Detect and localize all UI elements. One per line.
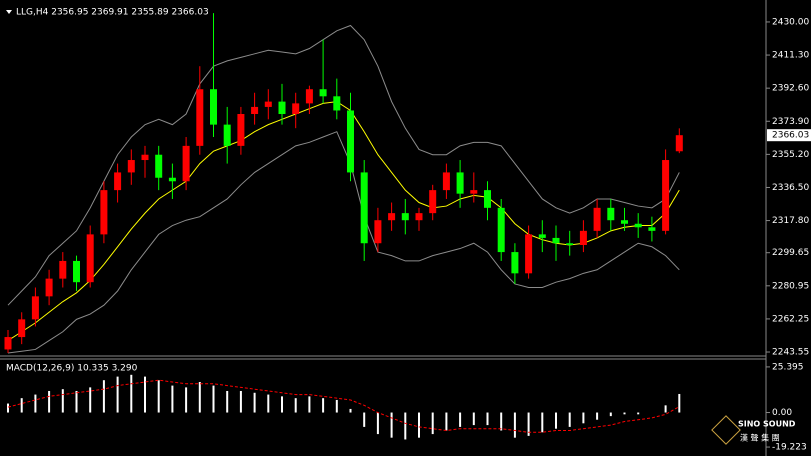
y-tick-label: 2373.90 — [772, 117, 809, 127]
candle-body — [333, 96, 341, 111]
candle-body — [319, 89, 327, 97]
candle-body — [484, 190, 491, 208]
candle-body — [168, 177, 176, 182]
candle-body — [538, 234, 546, 238]
price-marker — [767, 129, 811, 142]
candle-body — [182, 145, 190, 182]
candle-body — [73, 260, 80, 283]
logo-name: SINO SOUND — [738, 420, 796, 429]
y-tick-label: 2262.25 — [772, 314, 809, 324]
candle-body — [593, 207, 601, 231]
candle-body — [18, 319, 26, 338]
candle-body — [292, 103, 300, 115]
price-marker-label: 2366.03 — [772, 131, 809, 141]
candle-body — [305, 89, 313, 104]
y-tick-label: 25.395 — [772, 362, 804, 372]
candle-body — [621, 220, 628, 224]
candle-body — [347, 110, 354, 173]
y-tick-label: 2280.95 — [772, 281, 809, 291]
logo-icon — [711, 415, 741, 445]
band-line — [7, 131, 680, 354]
candle-body — [470, 190, 478, 194]
y-tick-label: 2299.65 — [772, 248, 809, 258]
candle-body — [648, 227, 656, 231]
candle-body — [511, 252, 519, 274]
candle-body — [251, 106, 259, 115]
macd-title: MACD(12,26,9) 10.335 3.290 — [6, 364, 138, 374]
menu-arrow — [6, 10, 12, 14]
candle-body — [31, 296, 39, 320]
candle-body — [566, 243, 574, 246]
y-tick-label: 2243.55 — [772, 348, 809, 358]
candle-body — [360, 172, 368, 244]
band-line — [7, 24, 680, 306]
candle-body — [552, 237, 560, 244]
candle-body — [100, 190, 108, 235]
y-tick-label: 2411.30 — [772, 51, 809, 61]
candle-body — [127, 160, 135, 173]
y-tick-label: 2317.80 — [772, 216, 809, 226]
candle-body — [374, 220, 382, 244]
candle-body — [634, 223, 642, 228]
candle-body — [579, 230, 587, 246]
y-tick-label: 2430.00 — [772, 17, 809, 27]
candle-body — [45, 278, 53, 297]
y-tick-label: 2336.50 — [772, 183, 809, 193]
candle-body — [223, 124, 231, 146]
y-tick-label: 0.00 — [772, 408, 792, 418]
y-tick-label: -19.223 — [772, 443, 807, 453]
candle-body — [497, 207, 505, 253]
candle-body — [59, 260, 67, 279]
candle-body — [210, 89, 217, 125]
candle-body — [607, 207, 615, 221]
candle-body — [415, 213, 423, 221]
candle-body — [278, 101, 286, 115]
candle-body — [196, 89, 204, 146]
y-tick-label: 2355.20 — [772, 150, 809, 160]
candle-body — [237, 114, 245, 146]
logo: SINO SOUND 漢 聲 集 團 — [711, 415, 796, 445]
candle-body — [442, 172, 450, 191]
candle-body — [86, 234, 94, 283]
candle-body — [264, 101, 272, 107]
logo-subtitle: 漢 聲 集 團 — [740, 433, 780, 443]
candle-body — [456, 172, 464, 194]
candle-body — [4, 337, 12, 350]
candle-body — [675, 135, 683, 152]
candle-body — [525, 234, 533, 274]
candle-body — [155, 154, 163, 178]
candle-body — [114, 172, 122, 191]
candle-body — [388, 213, 396, 221]
chart-title: LLG,H4 2356.95 2369.91 2355.89 2366.03 — [16, 8, 209, 18]
y-tick-label: 2392.60 — [772, 84, 809, 94]
candle-body — [662, 160, 670, 231]
candle-body — [429, 190, 437, 214]
candle-body — [401, 213, 409, 221]
candle-body — [141, 154, 149, 161]
